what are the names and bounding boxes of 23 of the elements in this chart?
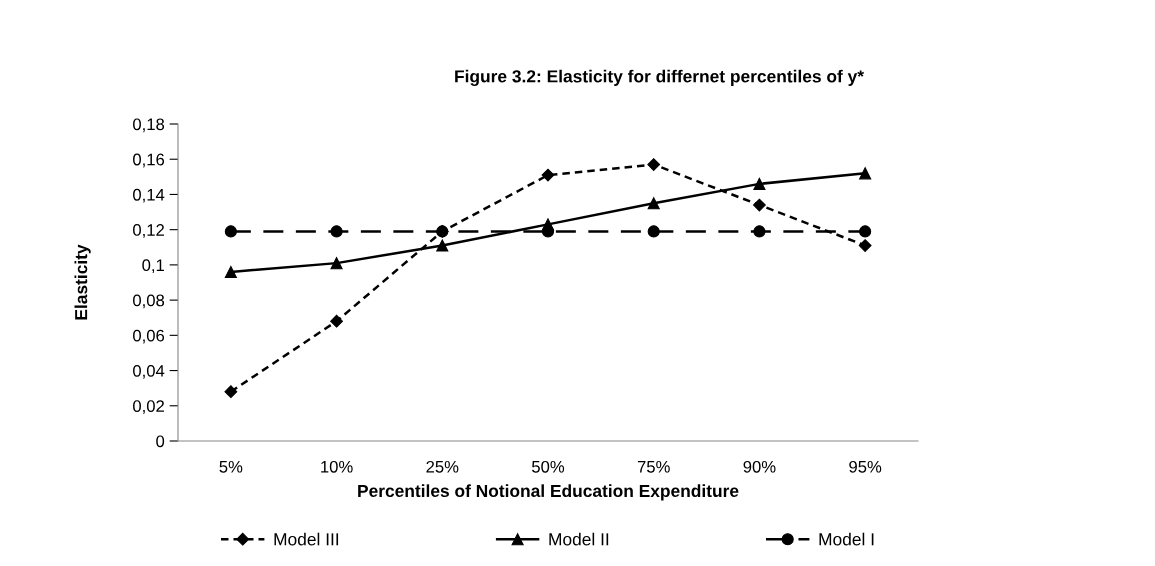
x-tick-label: 75% (637, 460, 670, 473)
chart-title: Figure 3.2: Elasticity for differnet percentiles of y* (455, 69, 865, 87)
y-tick-label: 0,08 (133, 294, 165, 309)
x-axis-title: Percentiles of Notional Education Expenditure (358, 484, 739, 501)
y-tick-label: 0,14 (133, 188, 165, 203)
y-tick-label: 0,1 (142, 259, 164, 274)
x-tick-label: 95% (849, 460, 882, 473)
x-tick-label: 10% (321, 460, 353, 473)
x-tick-label: 5% (219, 460, 243, 473)
x-tick-label: 50% (531, 460, 565, 473)
legend-label: Model III (274, 532, 339, 546)
y-tick-label: 0,16 (133, 153, 165, 168)
x-tick-label: 25% (426, 460, 459, 473)
y-tick-label: 0,02 (133, 400, 164, 414)
y-tick-label: 0,04 (133, 364, 165, 379)
legend-label: Model I (819, 532, 874, 546)
y-tick-label: 0 (156, 435, 165, 448)
y-tick-label: 0,06 (133, 329, 165, 344)
x-tick-label: 90% (743, 460, 776, 473)
y-axis-title: Elasticity (74, 244, 91, 320)
legend-label: Model II (549, 532, 609, 546)
y-tick-label: 0,18 (133, 118, 165, 133)
y-tick-label: 0,12 (133, 224, 164, 238)
